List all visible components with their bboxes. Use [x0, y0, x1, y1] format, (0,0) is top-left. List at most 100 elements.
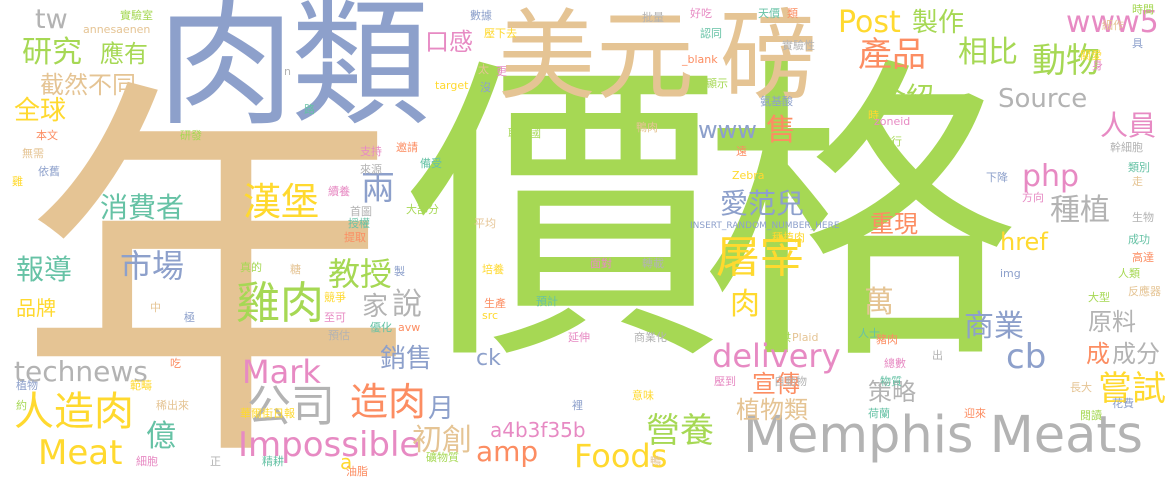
small-word: 授權: [348, 217, 370, 230]
small-word: src: [482, 309, 499, 322]
word-home: 家: [362, 292, 389, 322]
small-word: 大型: [1088, 291, 1110, 304]
word-wan: 萬: [864, 285, 894, 320]
small-word: 至可: [324, 311, 346, 324]
small-word: 高達: [1132, 251, 1154, 264]
small-word: 反應器: [1128, 285, 1161, 298]
small-word: 實驗性: [782, 39, 815, 52]
word-sell: 售: [766, 113, 796, 148]
small-word: 時: [868, 109, 879, 122]
small-word: 雞: [12, 175, 23, 188]
small-word: 天價: [758, 7, 780, 20]
small-word: 植物: [16, 379, 38, 392]
word-should: 應有: [100, 40, 148, 68]
small-word: 種植肉: [772, 231, 805, 244]
word-strategy: 策略: [868, 378, 916, 406]
small-word: 細作: [1102, 19, 1124, 32]
small-word: 平均: [474, 217, 496, 230]
small-word: 依舊: [38, 165, 60, 178]
small-word: 顯示: [706, 77, 728, 90]
small-word: 人類: [1118, 267, 1140, 280]
word-meat-single: 肉: [730, 287, 760, 322]
small-word: 下降: [986, 171, 1008, 184]
small-word: 花費: [1112, 397, 1134, 410]
word-report: 報導: [16, 253, 73, 286]
word-amp: amp: [476, 435, 539, 468]
small-word: 稀出來: [156, 399, 189, 412]
word-material: 原料: [1088, 308, 1136, 336]
small-word: 裡: [572, 399, 583, 412]
word-brand: 品牌: [16, 296, 56, 320]
word-pound: 磅: [720, 0, 819, 114]
small-word: 製: [394, 265, 405, 278]
small-word: 總數: [884, 357, 906, 370]
word-plant-kind: 植物類: [736, 396, 808, 424]
small-word: zoneid: [874, 115, 911, 128]
word-www: www: [698, 116, 757, 144]
small-word: 首圖: [350, 205, 372, 218]
small-word: 來源: [360, 163, 382, 176]
small-word: 油脂: [346, 465, 368, 478]
small-word: 自動物: [774, 375, 807, 388]
small-word: 優化: [370, 321, 392, 334]
small-word: 閱讀: [1080, 409, 1102, 422]
small-word: 鴨: [650, 455, 661, 468]
small-word: 排行: [880, 135, 902, 148]
word-source: Source: [998, 84, 1088, 114]
word-become: 成: [1086, 340, 1110, 368]
small-word: Zebra: [732, 169, 765, 182]
small-word: target: [435, 79, 469, 92]
word-price: 價格: [405, 32, 1019, 402]
small-word: INSERT_RANDOM_NUMBER_HERE: [690, 221, 840, 231]
word-two: 兩: [361, 169, 395, 209]
small-word: 遠: [736, 145, 747, 158]
word-say: 說: [392, 287, 422, 322]
small-word: 礦物質: [426, 451, 459, 464]
word-taste: 口感: [425, 28, 473, 56]
word-technews: technews: [14, 355, 148, 388]
small-word: 面對: [590, 257, 612, 270]
small-word: 認同: [700, 27, 722, 40]
word-billion: 億: [146, 419, 176, 454]
small-word: 出: [932, 349, 943, 362]
small-word: 身: [1092, 59, 1103, 72]
word-chicken: 雞肉: [236, 278, 324, 329]
word-usd: 美元: [498, 0, 695, 114]
small-word: 提取: [344, 231, 366, 244]
word-post: Post: [838, 5, 901, 40]
small-word: 意味: [632, 389, 654, 402]
word-mark: Mark: [242, 353, 321, 391]
small-word: 中: [150, 301, 161, 314]
word-commerce: 商業: [964, 309, 1024, 344]
word-year: 年: [18, 49, 414, 482]
word-meat-types: 肉類: [157, 0, 429, 145]
word-produce: 製作: [912, 8, 965, 38]
word-slaughter: 屠宰: [716, 232, 804, 283]
word-avon: 愛范兒: [720, 187, 805, 220]
small-word: 太: [478, 63, 489, 76]
small-word: 方向: [1022, 191, 1044, 204]
small-word: 類別: [1128, 161, 1150, 174]
small-word: 延伸: [568, 331, 590, 344]
word-a: a: [340, 450, 353, 474]
word-animal: 動物: [1032, 41, 1100, 81]
small-word: 華爾街日報: [240, 407, 295, 420]
small-word: 生物: [1132, 211, 1154, 224]
small-word: avw: [398, 321, 421, 334]
word-meat-en: Meat: [38, 433, 123, 473]
small-word: 支持: [360, 145, 382, 158]
word-ingredient: 成分: [1112, 340, 1160, 368]
small-word: 批量: [642, 11, 664, 24]
small-word: 物質: [880, 375, 902, 388]
small-word: annesaenen: [83, 23, 151, 36]
small-word: _blank: [682, 53, 718, 66]
small-word: 路: [304, 103, 315, 116]
word-cb: cb: [1006, 337, 1047, 377]
small-word: 荷蘭: [868, 407, 890, 420]
small-word: 備受: [420, 157, 442, 170]
small-word: 幹細胞: [1110, 141, 1143, 154]
word-market: 市場: [120, 247, 185, 285]
small-word: 培養: [482, 263, 504, 276]
word-promote: 宣傳: [752, 370, 800, 398]
small-word: 類: [787, 7, 798, 20]
